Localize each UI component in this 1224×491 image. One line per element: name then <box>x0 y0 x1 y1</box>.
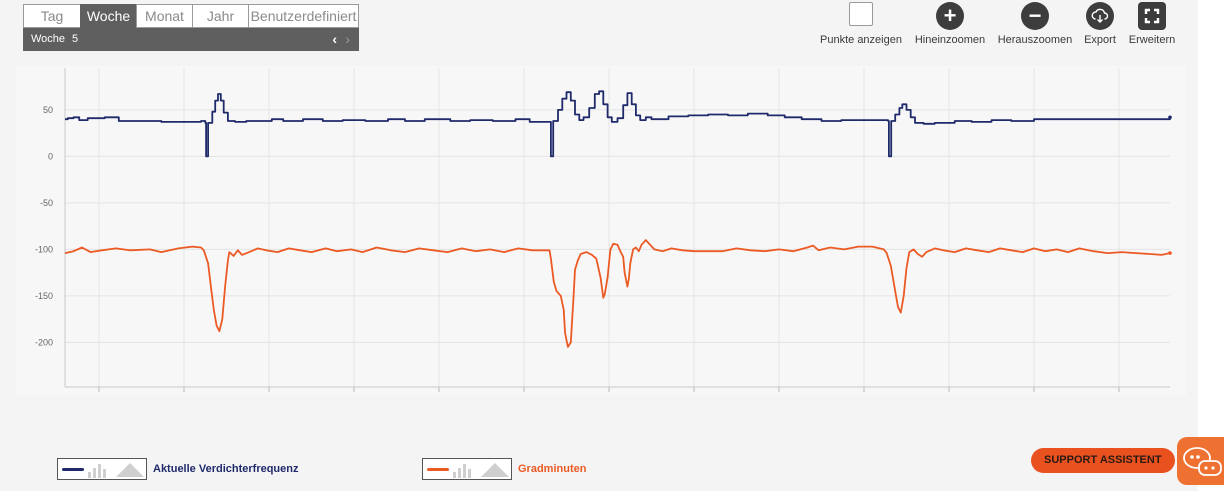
line-chart: 50 0 -50 -100 -150 -200 09:00 12:00 15:00 18:00 21… <box>35 68 1172 405</box>
support-assistant-button[interactable]: SUPPORT ASSISTENT <box>1031 448 1175 473</box>
minus-icon: − <box>1021 2 1049 30</box>
expand-label: Erweitern <box>1128 34 1176 46</box>
series-end-point <box>1168 115 1172 120</box>
zoom-out-button[interactable]: − Herauszoomen <box>996 2 1074 46</box>
export-button[interactable]: Export <box>1082 2 1118 46</box>
series-line-compressor-frequency <box>65 90 1171 158</box>
period-tabs: Tag Woche Monat Jahr Benutzerdefiniert <box>23 4 359 28</box>
legend-line-icon <box>427 468 449 471</box>
x-tick-label: 18:00 <box>1023 395 1046 396</box>
x-tick-label: 09:00 <box>768 395 791 396</box>
x-tick-label: 12:00 <box>853 395 876 396</box>
chevron-right-icon[interactable]: › <box>345 31 350 47</box>
x-tick-label: 03:00 <box>598 395 621 396</box>
series-end-point <box>1168 251 1172 255</box>
tab-day[interactable]: Tag <box>23 4 80 28</box>
show-points-toggle[interactable]: Punkte anzeigen <box>818 2 904 46</box>
legend-item-degree-minutes[interactable]: Gradminuten <box>422 458 586 480</box>
show-points-label: Punkte anzeigen <box>820 34 902 46</box>
series-line-degree-minutes <box>64 239 1171 348</box>
week-bar: Woche 5 ‹ › <box>23 28 359 51</box>
x-tick-label: 15:00 <box>258 395 281 396</box>
week-label: Woche <box>31 33 66 45</box>
area-chart-icon <box>116 463 144 477</box>
chart-series <box>64 90 1172 348</box>
zoom-in-button[interactable]: + Hineinzoomen <box>912 2 988 46</box>
zoom-in-label: Hineinzoomen <box>914 34 986 46</box>
tab-custom[interactable]: Benutzerdefiniert <box>248 4 359 28</box>
y-tick-label: -200 <box>35 337 53 347</box>
x-tick-label: Sa 31 <box>512 395 536 396</box>
fullscreen-icon <box>1138 2 1166 30</box>
legend-swatch-compressor <box>57 458 147 480</box>
y-tick-label: -50 <box>40 198 53 208</box>
show-points-checkbox[interactable] <box>849 2 873 26</box>
tab-week[interactable]: Woche <box>80 4 136 28</box>
week-value: 5 <box>72 33 79 45</box>
zoom-out-label: Herauszoomen <box>997 34 1073 46</box>
plus-icon: + <box>936 2 964 30</box>
export-label: Export <box>1084 34 1116 46</box>
x-tick-label: 21:00 <box>428 395 451 396</box>
x-tick-label: 21:00 <box>1108 395 1131 396</box>
x-tick-label: 09:00 <box>88 395 111 396</box>
legend-swatch-degree-minutes <box>422 458 512 480</box>
x-tick-label: 18:00 <box>343 395 366 396</box>
y-tick-label: 0 <box>48 151 53 161</box>
page-edge <box>1198 0 1224 491</box>
chart-grid <box>65 68 1170 387</box>
chart-axes: 50 0 -50 -100 -150 -200 09:00 12:00 15:00 18:00 21… <box>35 68 1170 405</box>
expand-button[interactable]: Erweitern <box>1126 2 1178 46</box>
y-tick-label: -150 <box>35 291 53 301</box>
tab-year[interactable]: Jahr <box>192 4 248 28</box>
legend-label-degree-minutes: Gradminuten <box>518 463 587 475</box>
chart-area: 50 0 -50 -100 -150 -200 09:00 12:00 15:00 18:00 21… <box>16 66 1186 405</box>
y-tick-label: -100 <box>35 244 53 254</box>
area-chart-icon <box>481 463 509 477</box>
bar-chart-icon <box>453 464 473 478</box>
legend-item-compressor[interactable]: Aktuelle Verdichterfrequenz <box>57 458 299 480</box>
tab-month[interactable]: Monat <box>136 4 192 28</box>
x-tick-label: 06:00 <box>683 395 706 396</box>
chatbot-icon[interactable] <box>1177 437 1224 485</box>
period-selector: Tag Woche Monat Jahr Benutzerdefiniert W… <box>23 4 359 51</box>
chevron-left-icon[interactable]: ‹ <box>332 31 337 47</box>
x-tick-label: 15:00 <box>938 395 961 396</box>
legend-label-compressor: Aktuelle Verdichterfrequenz <box>153 463 299 475</box>
cloud-download-icon <box>1086 2 1114 30</box>
x-tick-label: 12:00 <box>173 395 196 396</box>
y-tick-label: 50 <box>43 105 53 115</box>
bar-chart-icon <box>88 464 108 478</box>
legend-line-icon <box>62 468 84 471</box>
